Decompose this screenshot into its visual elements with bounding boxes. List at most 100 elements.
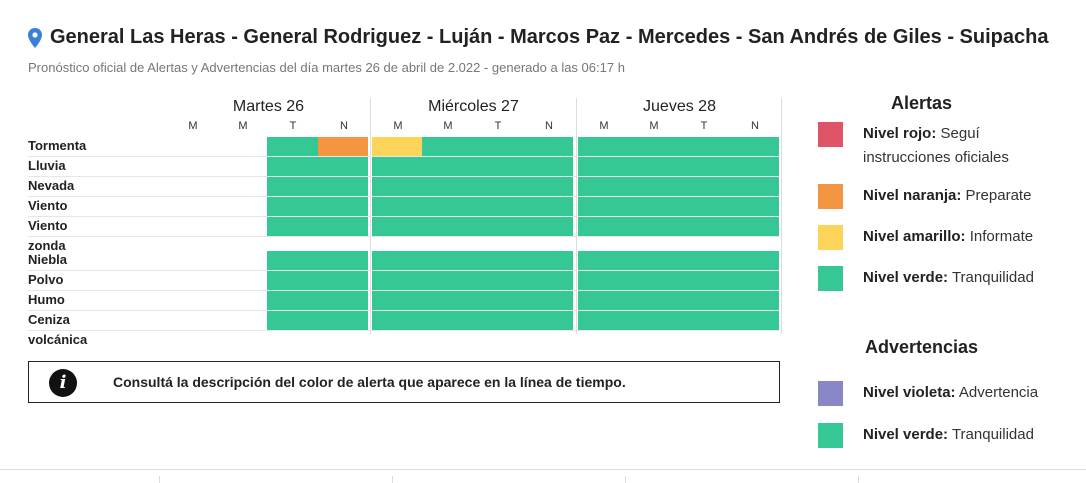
period-label: T xyxy=(700,120,708,132)
period-label: M xyxy=(188,120,198,132)
timeline-cell-none xyxy=(167,271,217,290)
timeline-cell-green xyxy=(628,177,678,196)
row-label: Viento xyxy=(28,198,68,213)
timeline-cell-green xyxy=(318,251,368,270)
row-divider xyxy=(28,196,780,197)
color-swatch xyxy=(818,423,843,448)
timeline-cell-none xyxy=(217,311,267,330)
timeline-cell-green xyxy=(578,271,628,290)
timeline-cell-green xyxy=(422,291,472,310)
period-label: M xyxy=(238,120,248,132)
legend-label: Nivel rojo: Seguí instrucciones oficiale… xyxy=(863,122,1063,170)
timeline-cell-green xyxy=(523,137,573,156)
timeline-cell-green xyxy=(523,197,573,216)
footer-tick xyxy=(858,476,859,483)
timeline-cell-green xyxy=(422,197,472,216)
timeline-cell-none xyxy=(217,137,267,156)
legend-level-desc: Informate xyxy=(965,228,1034,245)
footer-tick xyxy=(159,476,160,483)
timeline-cell-green xyxy=(628,137,678,156)
page-header: General Las Heras - General Rodriguez - … xyxy=(28,26,1048,49)
timeline-cell-green xyxy=(678,291,729,310)
timeline-cell-green xyxy=(523,177,573,196)
row-label: Viento zonda xyxy=(28,218,68,253)
page-title: General Las Heras - General Rodriguez - … xyxy=(50,26,1049,48)
period-label: M xyxy=(443,120,453,132)
timeline-cell-green xyxy=(678,157,729,176)
row-divider xyxy=(28,176,780,177)
warnings-legend-title: Advertencias xyxy=(865,337,979,357)
timeline-cell-green xyxy=(729,251,779,270)
day-header: Jueves 28 xyxy=(643,98,716,115)
color-swatch xyxy=(818,184,843,209)
timeline-cell-none xyxy=(167,177,217,196)
timeline-cell-none xyxy=(217,217,267,236)
timeline-cell-none xyxy=(217,291,267,310)
timeline-cell-none xyxy=(167,291,217,310)
timeline-cell-green xyxy=(628,251,678,270)
timeline-cell-green xyxy=(729,177,779,196)
alerts-legend-title: Alertas xyxy=(891,93,953,113)
timeline-cell-green xyxy=(472,157,523,176)
row-label: Ceniza volcánica xyxy=(28,312,88,347)
timeline-cell-green xyxy=(267,197,318,216)
timeline-cell-green xyxy=(678,217,729,236)
timeline-cell-orange xyxy=(318,137,368,156)
timeline-cell-green xyxy=(472,311,523,330)
period-label: T xyxy=(289,120,297,132)
legend-level-name: Nivel rojo: xyxy=(863,125,937,142)
timeline-cell-green xyxy=(372,157,422,176)
timeline-cell-green xyxy=(628,291,678,310)
timeline-cell-green xyxy=(422,217,472,236)
info-text: Consultá la descripción del color de ale… xyxy=(113,374,626,390)
timeline-cell-green xyxy=(472,177,523,196)
timeline-cell-green xyxy=(422,271,472,290)
color-swatch xyxy=(818,266,843,291)
footer-divider xyxy=(0,469,1086,470)
timeline-cell-none xyxy=(217,251,267,270)
row-divider xyxy=(28,270,780,271)
timeline-cell-green xyxy=(628,217,678,236)
legend-level-desc: Tranquilidad xyxy=(948,426,1034,443)
timeline-cell-green xyxy=(318,311,368,330)
info-box: i Consultá la descripción del color de a… xyxy=(28,361,780,403)
timeline-cell-green xyxy=(578,217,628,236)
timeline-cell-green xyxy=(628,271,678,290)
legend-level-desc: Tranquilidad xyxy=(948,269,1034,286)
timeline-cell-green xyxy=(678,311,729,330)
timeline-cell-none xyxy=(217,271,267,290)
timeline-cell-green xyxy=(678,251,729,270)
legend-label: Nivel naranja: Preparate xyxy=(863,184,1031,208)
timeline-cell-green xyxy=(729,271,779,290)
row-divider xyxy=(28,310,780,311)
footer-tick xyxy=(625,476,626,483)
timeline-cell-green xyxy=(729,291,779,310)
timeline-cell-none xyxy=(217,157,267,176)
day-header: Miércoles 27 xyxy=(428,98,519,115)
row-divider xyxy=(28,156,780,157)
timeline-cell-green xyxy=(267,177,318,196)
period-label: M xyxy=(649,120,659,132)
timeline-cell-green xyxy=(422,157,472,176)
legend-level-desc: Seguí instrucciones oficiales xyxy=(863,125,1009,166)
timeline-cell-green xyxy=(372,311,422,330)
timeline-cell-green xyxy=(678,177,729,196)
row-label: Niebla xyxy=(28,252,68,267)
timeline-cell-green xyxy=(578,177,628,196)
timeline-cell-green xyxy=(318,177,368,196)
timeline-cell-none xyxy=(167,157,217,176)
row-label: Nevada xyxy=(28,178,75,193)
timeline-cell-green xyxy=(267,217,318,236)
legend-label: Nivel violeta: Advertencia xyxy=(863,381,1038,405)
info-icon: i xyxy=(49,369,77,397)
color-swatch xyxy=(818,381,843,406)
timeline-cell-green xyxy=(523,251,573,270)
legend-level-name: Nivel violeta: xyxy=(863,384,956,401)
timeline-cell-green xyxy=(578,197,628,216)
page-subtitle: Pronóstico oficial de Alertas y Adverten… xyxy=(28,60,625,75)
timeline-cell-green xyxy=(523,217,573,236)
timeline-cell-green xyxy=(318,291,368,310)
timeline-cell-green xyxy=(523,271,573,290)
timeline-cell-green xyxy=(318,217,368,236)
timeline-cell-green xyxy=(372,291,422,310)
